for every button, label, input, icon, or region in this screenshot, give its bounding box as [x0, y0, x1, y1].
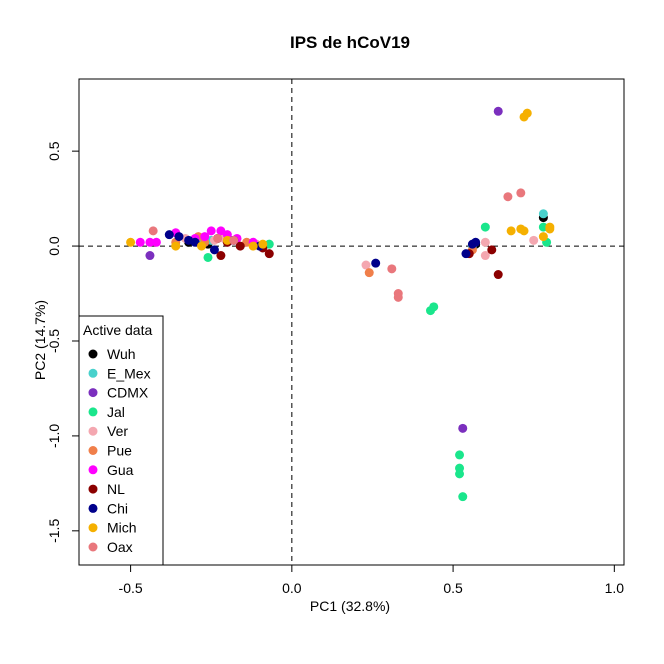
- x-tick-label: 0.5: [443, 580, 463, 596]
- legend-marker: [88, 484, 98, 494]
- data-point: [145, 251, 155, 261]
- y-tick-label: -1.5: [46, 519, 62, 543]
- data-point: [461, 249, 471, 259]
- legend-label: Oax: [107, 539, 133, 555]
- data-point: [164, 230, 174, 240]
- data-point: [522, 108, 532, 118]
- data-point: [213, 233, 223, 243]
- data-point: [229, 235, 239, 245]
- data-point: [145, 237, 155, 247]
- data-point: [364, 268, 374, 278]
- legend-marker: [88, 407, 98, 417]
- data-point: [203, 252, 213, 262]
- legend-marker: [88, 426, 98, 436]
- legend-title: Active data: [83, 322, 152, 338]
- data-point: [493, 106, 503, 116]
- data-point: [387, 264, 397, 274]
- y-tick-label: 0.5: [46, 141, 62, 161]
- data-point: [151, 237, 161, 247]
- data-point: [429, 302, 439, 312]
- data-point: [538, 209, 548, 219]
- data-point: [458, 423, 468, 433]
- data-point: [458, 492, 468, 502]
- legend-label: NL: [107, 481, 125, 497]
- data-point: [200, 232, 210, 242]
- data-point: [480, 222, 490, 232]
- data-point: [503, 192, 513, 202]
- legend-marker: [88, 523, 98, 533]
- data-point: [216, 251, 226, 261]
- legend-label: Gua: [107, 462, 134, 478]
- data-point: [126, 237, 136, 247]
- data-point: [371, 258, 381, 268]
- data-point: [361, 260, 371, 270]
- data-point: [235, 241, 245, 251]
- data-point: [545, 222, 555, 232]
- chart-title: IPS de hCoV19: [290, 33, 410, 52]
- y-axis: -1.5 -1.0 -0.5 0.0 0.5: [46, 141, 79, 543]
- legend-marker: [88, 368, 98, 378]
- data-point: [529, 235, 539, 245]
- legend-items: Wuh E_Mex CDMX Jal Ver Pue Gua NL Chi Mich Oax: [88, 346, 151, 555]
- legend-label: Jal: [107, 404, 125, 420]
- data-point: [174, 232, 184, 242]
- legend-label: Pue: [107, 443, 132, 459]
- legend-marker: [88, 388, 98, 398]
- legend-marker: [88, 465, 98, 475]
- legend-label: CDMX: [107, 385, 149, 401]
- data-point: [148, 226, 158, 236]
- x-axis: -0.5 0.0 0.5 1.0: [119, 565, 625, 596]
- y-tick-label: 0.0: [46, 236, 62, 256]
- data-point: [206, 226, 216, 236]
- data-point: [264, 249, 274, 259]
- x-tick-label: 1.0: [605, 580, 625, 596]
- legend-marker: [88, 542, 98, 552]
- legend-marker: [88, 503, 98, 513]
- legend-label: E_Mex: [107, 365, 151, 381]
- data-point: [171, 241, 181, 251]
- legend: Active data Wuh E_Mex CDMX Jal Ver Pue Gua NL Ch…: [78, 315, 164, 566]
- data-point: [506, 226, 516, 236]
- legend-label: Wuh: [107, 346, 136, 362]
- y-tick-label: -1.0: [46, 424, 62, 448]
- data-point: [135, 237, 145, 247]
- data-point: [209, 245, 219, 255]
- data-point: [519, 226, 529, 236]
- data-points: [126, 106, 555, 502]
- legend-label: Ver: [107, 423, 128, 439]
- x-tick-label: 0.0: [282, 580, 302, 596]
- data-point: [258, 239, 268, 249]
- data-point: [455, 469, 465, 479]
- data-point: [538, 232, 548, 242]
- y-axis-label: PC2 (14.7%): [32, 300, 48, 380]
- legend-label: Chi: [107, 500, 128, 516]
- data-point: [493, 270, 503, 280]
- data-point: [471, 237, 481, 247]
- x-tick-label: -0.5: [119, 580, 143, 596]
- legend-marker: [88, 349, 98, 359]
- data-point: [480, 237, 490, 247]
- legend-marker: [88, 446, 98, 455]
- data-point: [516, 188, 526, 198]
- data-point: [455, 450, 465, 460]
- legend-label: Mich: [107, 520, 137, 536]
- x-axis-label: PC1 (32.8%): [310, 598, 390, 614]
- data-point: [480, 251, 490, 261]
- data-point: [487, 245, 497, 255]
- y-tick-label: -0.5: [46, 329, 62, 353]
- reference-lines: [79, 79, 624, 565]
- data-point: [222, 235, 232, 245]
- data-point: [197, 241, 207, 251]
- data-point: [248, 241, 258, 251]
- data-point: [393, 292, 403, 302]
